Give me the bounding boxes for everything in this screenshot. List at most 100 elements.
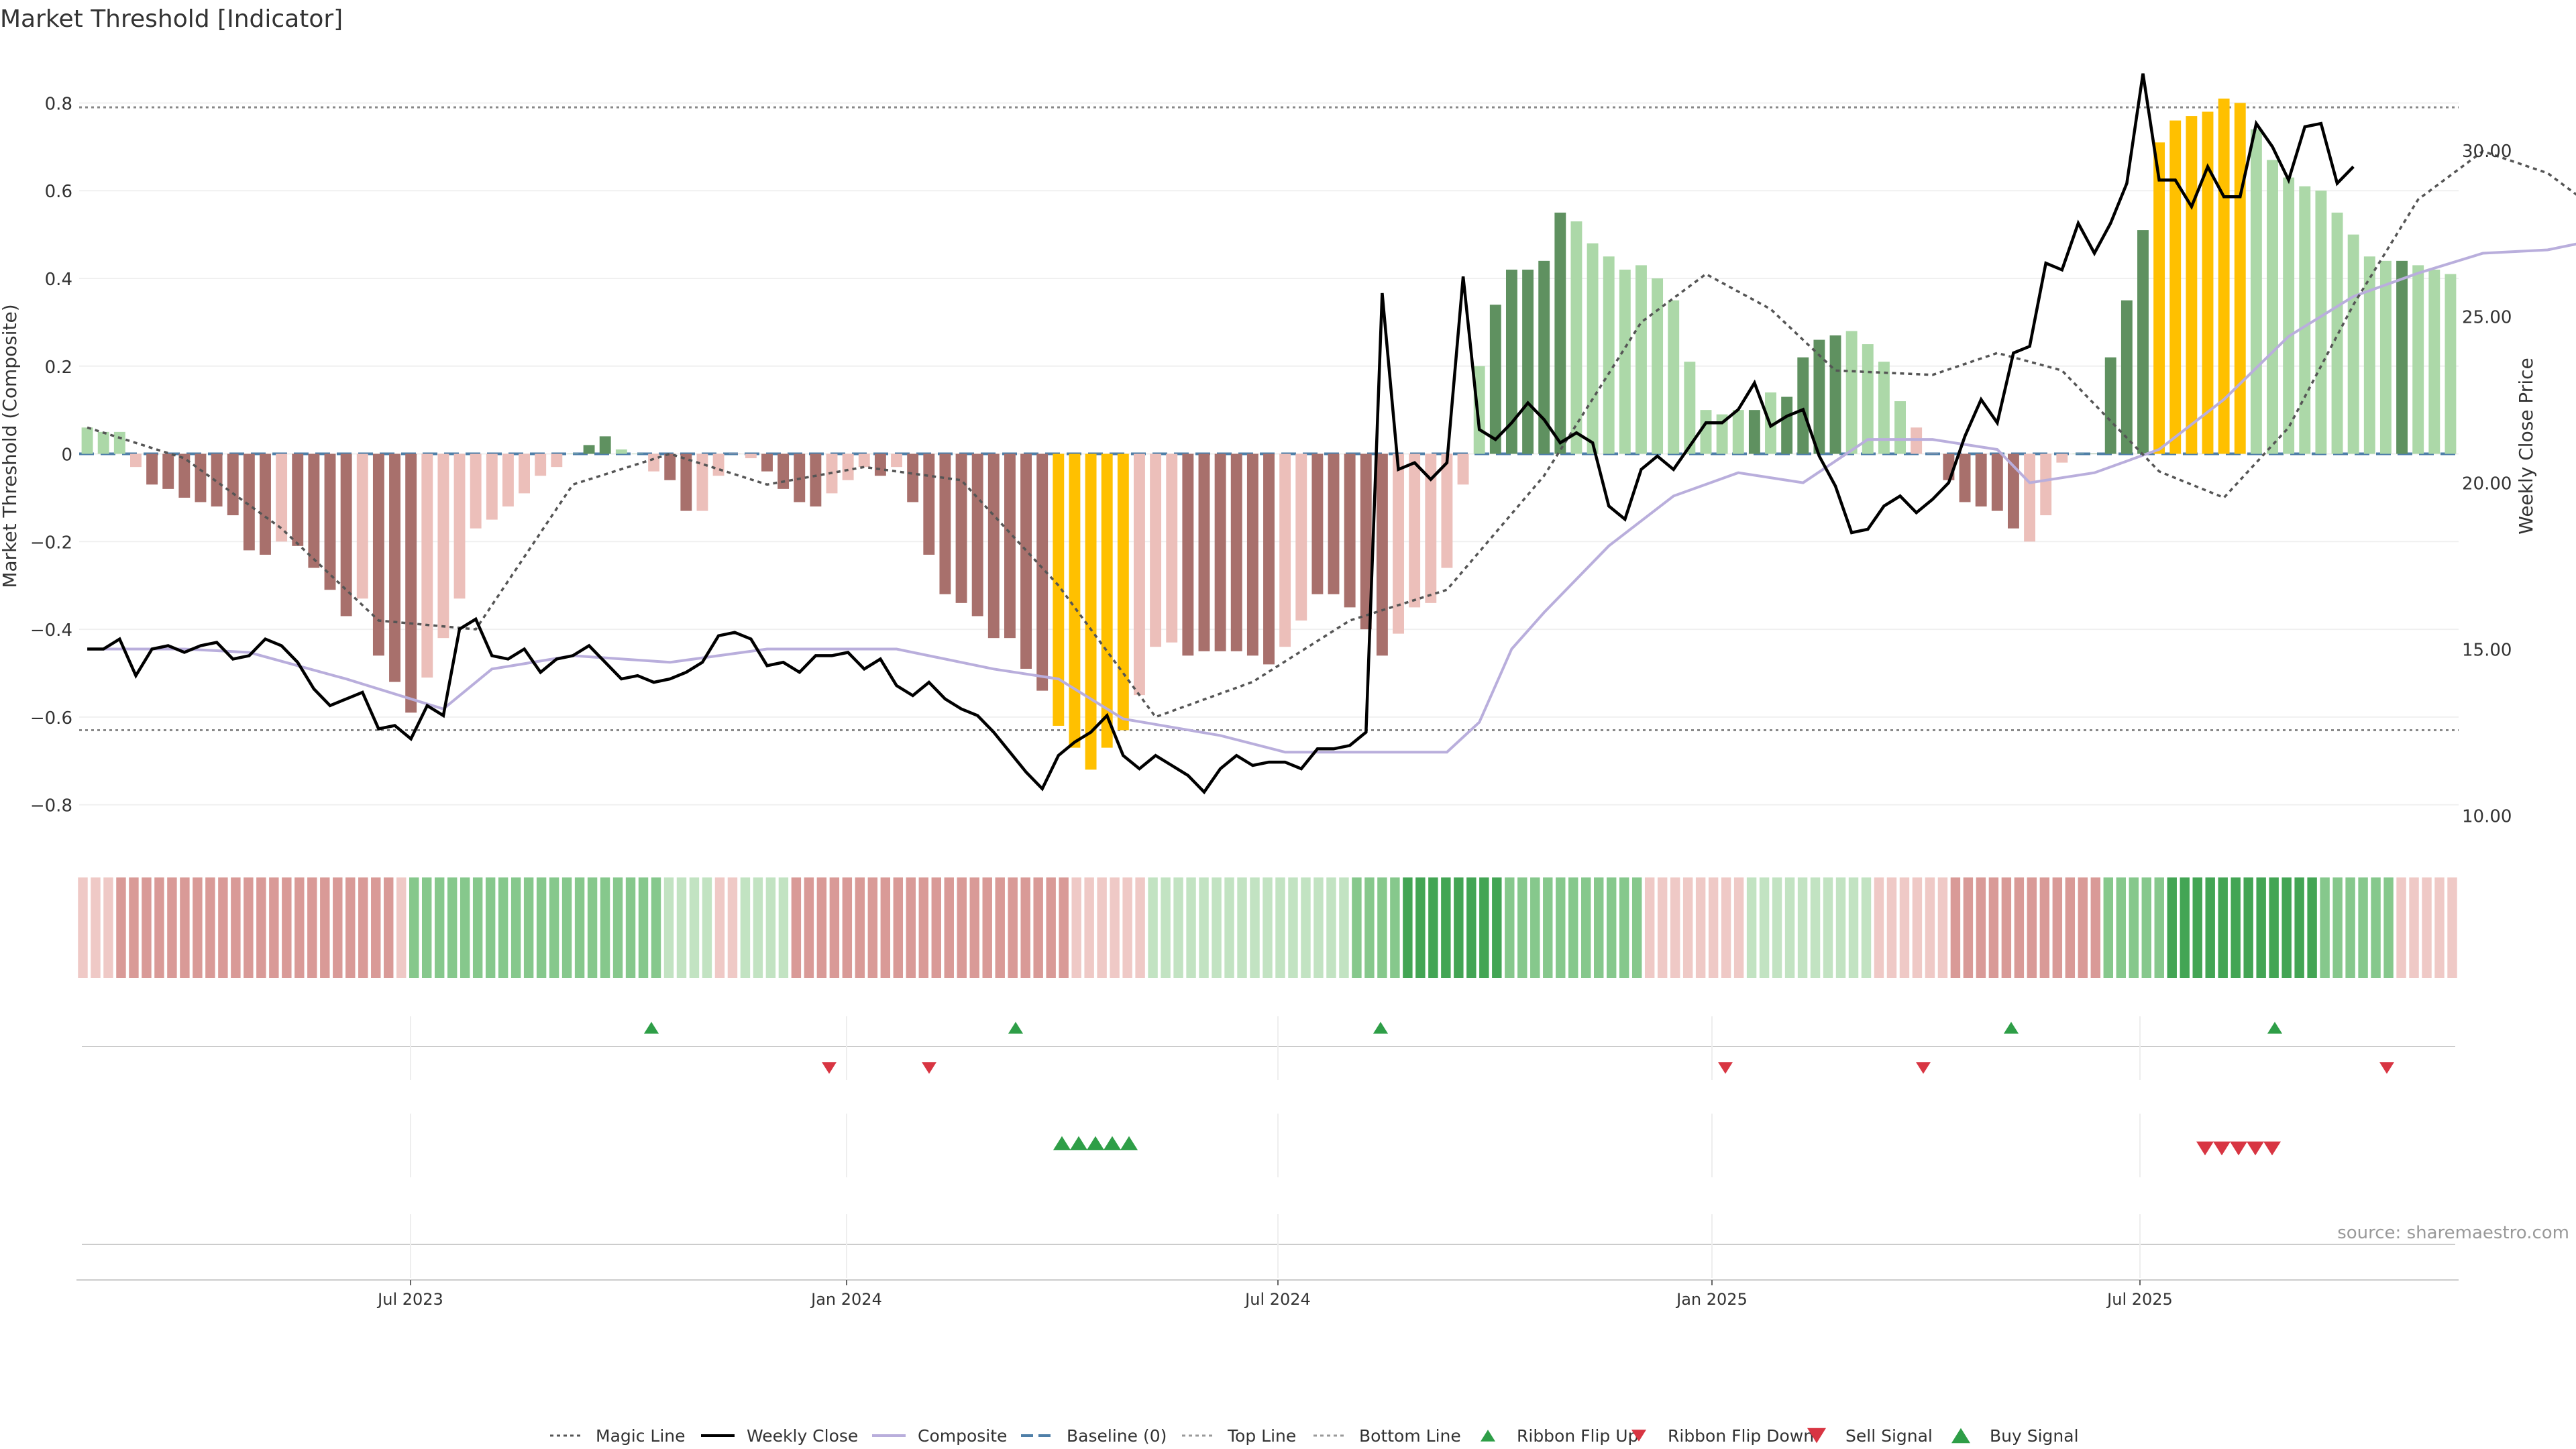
ribbon-flip-down-marker (822, 1062, 837, 1074)
ribbon-cell (2129, 877, 2139, 978)
legend-item: Ribbon Flip Up (1481, 1426, 1638, 1446)
ribbon-cell (103, 877, 113, 978)
ribbon-cell (511, 877, 521, 978)
ribbon-cell (1454, 877, 1464, 978)
composite-bar (486, 453, 498, 520)
composite-bar (891, 453, 902, 468)
ribbon-cell (2320, 877, 2330, 978)
composite-bar (1134, 453, 1145, 696)
composite-bar (324, 453, 336, 590)
ribbon-cell (2282, 877, 2292, 978)
ribbon-cell (2332, 877, 2343, 978)
ribbon-cell (1097, 877, 1107, 978)
ribbon-cell (1682, 877, 1693, 978)
composite-bar (1829, 335, 1841, 454)
ribbon-cell (333, 877, 343, 978)
ribbon-cell (1237, 877, 1247, 978)
composite-bar (567, 453, 579, 455)
ribbon-cell (600, 877, 610, 978)
legend-label: Composite (918, 1426, 1007, 1446)
ribbon-cell (1784, 877, 1795, 978)
ribbon-cell (371, 877, 381, 978)
ribbon-cell (1543, 877, 1553, 978)
ribbon-flip-down-marker (1916, 1062, 1931, 1074)
composite-bar (1748, 410, 1760, 454)
ribbon-cell (1415, 877, 1426, 978)
composite-bar (389, 453, 400, 682)
x-tick-label: Jul 2024 (1244, 1290, 1311, 1309)
ribbon-cell (2371, 877, 2381, 978)
ribbon-cell (2014, 877, 2025, 978)
composite-bar (1246, 453, 1258, 656)
composite-bar (81, 427, 93, 454)
sell-signal-marker (2230, 1141, 2247, 1156)
ribbon-cell (1084, 877, 1094, 978)
ribbon-cell (1976, 877, 1986, 978)
ribbon-cell (1937, 877, 1948, 978)
ribbon-cell (1224, 877, 1234, 978)
ribbon-cell (460, 877, 470, 978)
composite-line (87, 242, 2576, 754)
composite-bar (745, 453, 757, 459)
composite-bar (874, 453, 886, 476)
ribbon-cell (549, 877, 559, 978)
buy-signal-marker (1120, 1136, 1138, 1150)
ribbon-cell (1352, 877, 1362, 978)
ribbon-cell (205, 877, 215, 978)
composite-bar (648, 453, 660, 472)
composite-bar (372, 453, 384, 656)
ribbon-cell (1861, 877, 1872, 978)
ribbon-cell (791, 877, 802, 978)
ribbon-cell (727, 877, 738, 978)
ribbon-cell (2039, 877, 2050, 978)
composite-bar (2218, 98, 2230, 454)
ribbon-cell (2052, 877, 2063, 978)
ribbon-cell (638, 877, 649, 978)
composite-bar (260, 453, 271, 555)
ribbon-cell (2065, 877, 2076, 978)
ribbon-cell (498, 877, 508, 978)
ribbon-cell (1326, 877, 1336, 978)
composite-bar (2412, 265, 2424, 454)
composite-bar (1668, 300, 1680, 454)
composite-bar (2169, 120, 2182, 454)
composite-bar (1522, 269, 1534, 454)
ribbon-cell (1250, 877, 1260, 978)
composite-bar (1619, 269, 1631, 454)
ribbon-cell (409, 877, 419, 978)
composite-bar (907, 453, 919, 502)
composite-bar (1927, 453, 1939, 455)
composite-bar (696, 453, 708, 511)
composite-bar (2315, 191, 2327, 454)
composite-bar (2137, 230, 2149, 454)
ribbon-cell (2180, 877, 2190, 978)
y-right-tick-label: 25.00 (2462, 308, 2512, 328)
ribbon-cell (995, 877, 1005, 978)
chart-title: Market Threshold [Indicator] (0, 5, 343, 33)
composite-bar (971, 453, 983, 616)
ribbon-cell (282, 877, 292, 978)
legend-label: Buy Signal (1990, 1426, 2079, 1446)
weekly-close-line (87, 73, 2355, 795)
composite-bar (276, 453, 288, 542)
composite-bar (211, 453, 223, 506)
composite-bar (227, 453, 239, 516)
ribbon-cell (78, 877, 88, 978)
composite-bar (1959, 453, 1971, 502)
ribbon-cell (689, 877, 700, 978)
ribbon-cell (2001, 877, 2012, 978)
ribbon-cell (855, 877, 865, 978)
ribbon-cell (2027, 877, 2037, 978)
composite-bar (1182, 453, 1194, 656)
composite-bar (437, 453, 449, 639)
composite-bar (1393, 453, 1404, 634)
buy-signal-marker (1053, 1136, 1071, 1150)
legend-label: Ribbon Flip Down (1668, 1426, 1814, 1446)
composite-bar (1991, 453, 2003, 511)
legend-label: Bottom Line (1359, 1426, 1461, 1446)
ribbon-cell (1161, 877, 1171, 978)
composite-bar (842, 453, 854, 480)
legend-swatch (1951, 1428, 1970, 1444)
ribbon-cell (1505, 877, 1515, 978)
ribbon-cell (2205, 877, 2215, 978)
